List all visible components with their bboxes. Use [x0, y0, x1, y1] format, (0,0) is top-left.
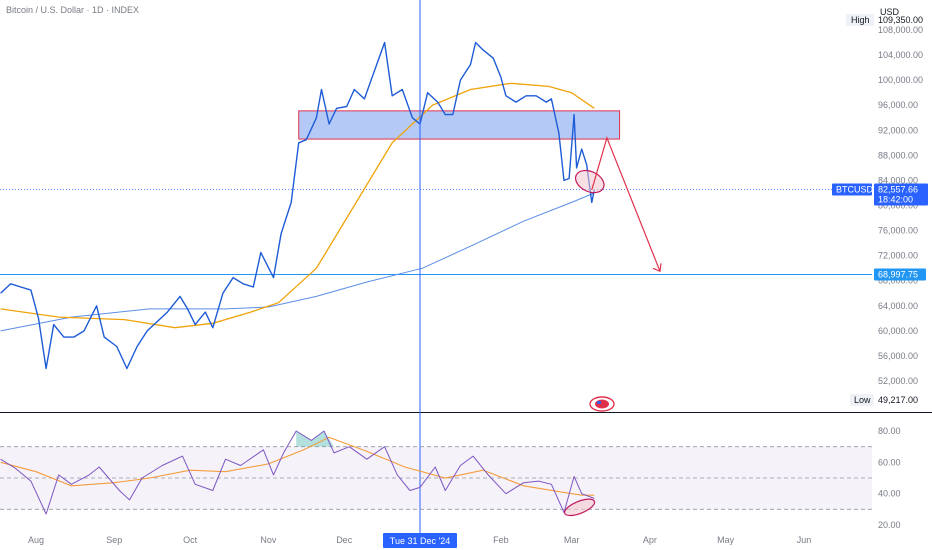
- price-tick-label: 92,000.00: [878, 125, 918, 135]
- rsi-tick-label: 80.00: [878, 426, 901, 436]
- rsi-tick-label: 40.00: [878, 489, 901, 499]
- price-tick-label: 64,000.00: [878, 301, 918, 311]
- time-tick-label: May: [717, 535, 735, 545]
- support-tag-box: [874, 268, 926, 281]
- price-tick-label: 56,000.00: [878, 351, 918, 361]
- time-tick-label: Feb: [493, 535, 509, 545]
- crosshair-date-box: [383, 533, 457, 548]
- price-tick-label: 104,000.00: [878, 50, 923, 60]
- low-value-box: [874, 394, 926, 406]
- price-tick-label: 88,000.00: [878, 150, 918, 160]
- rsi-low-highlight[interactable]: [562, 496, 596, 519]
- low-tag-box: [850, 394, 874, 406]
- price-tick-label: 52,000.00: [878, 376, 918, 386]
- rsi-tick-label: 20.00: [878, 520, 901, 530]
- price-low-highlight[interactable]: [572, 166, 608, 197]
- price-line[interactable]: [0, 41, 595, 370]
- chart-title: Bitcoin / U.S. Dollar · 1D · INDEX: [6, 5, 140, 15]
- price-tick-label: 68,000.00: [878, 276, 918, 286]
- low-tag-label: Low: [854, 395, 871, 405]
- time-tick-label: Oct: [183, 535, 198, 545]
- price-tick-label: 100,000.00: [878, 75, 923, 85]
- rsi-ma-line[interactable]: [0, 436, 595, 496]
- price-tick-label: 76,000.00: [878, 226, 918, 236]
- time-tick-label: Jun: [797, 535, 812, 545]
- symbol-tag-box[interactable]: [832, 183, 872, 196]
- rsi-tick-label: 60.00: [878, 457, 901, 467]
- last-price-tag-box: [874, 183, 928, 206]
- high-value: 109,350.00: [878, 15, 923, 25]
- time-tick-label: Aug: [28, 535, 44, 545]
- last-price-countdown: 18:42:00: [878, 194, 913, 204]
- time-tick-label: Dec: [336, 535, 353, 545]
- time-tick-label: Mar: [564, 535, 580, 545]
- low-value: 49,217.00: [878, 395, 918, 405]
- rsi-overbought-fill: [296, 431, 335, 447]
- projection-arrow[interactable]: [591, 135, 661, 272]
- rsi-line[interactable]: [0, 430, 595, 515]
- ma-slow-line[interactable]: [0, 192, 595, 332]
- price-tick-label: 108,000.00: [878, 25, 923, 35]
- time-tick-label: Sep: [106, 535, 122, 545]
- projection-arrow-head: [652, 263, 662, 273]
- ma-fast-line[interactable]: [0, 82, 595, 329]
- currency-label: USD: [880, 7, 900, 17]
- high-tag-box: [846, 14, 874, 26]
- resistance-zone[interactable]: [298, 110, 621, 140]
- support-tag-value: 68,997.75: [878, 269, 918, 279]
- price-tick-label: 60,000.00: [878, 326, 918, 336]
- price-tick-label: 84,000.00: [878, 175, 918, 185]
- high-value-box: [874, 14, 930, 26]
- crosshair-date-label: Tue 31 Dec '24: [390, 536, 450, 546]
- rsi-pane[interactable]: 20.00 40.00 60.00 80.00: [0, 426, 901, 530]
- us-flag-icon-canton: [597, 401, 601, 404]
- price-tick-label: 96,000.00: [878, 100, 918, 110]
- symbol-tag: BTCUSD: [836, 184, 874, 194]
- last-price-value: 82,557.66: [878, 184, 918, 194]
- price-tick-label: 72,000.00: [878, 251, 918, 261]
- time-tick-label: Apr: [643, 535, 657, 545]
- time-tick-label: Nov: [260, 535, 277, 545]
- high-tag-label: High: [851, 15, 870, 25]
- time-axis: Aug Sep Oct Nov Dec Feb Mar Apr May Jun Tue 31 Dec…: [28, 533, 811, 548]
- price-tick-label: 80,000.00: [878, 201, 918, 211]
